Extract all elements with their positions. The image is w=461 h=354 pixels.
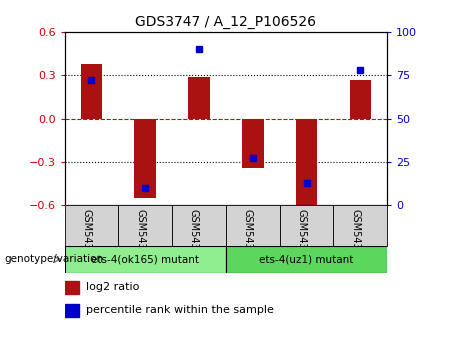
Bar (135, 119, 156, 198)
Bar (349, 80, 371, 119)
Bar (65, 205, 118, 246)
Text: GSM543593: GSM543593 (296, 209, 307, 268)
Bar (188, 77, 210, 119)
Bar (226, 246, 387, 273)
Text: GSM543590: GSM543590 (82, 209, 91, 268)
Bar (296, 119, 317, 208)
Bar (333, 205, 387, 246)
Bar (242, 119, 264, 168)
Bar (172, 205, 226, 246)
Text: GSM543592: GSM543592 (135, 209, 145, 268)
Bar (280, 205, 333, 246)
Text: percentile rank within the sample: percentile rank within the sample (86, 305, 273, 315)
Bar (118, 205, 172, 246)
Title: GDS3747 / A_12_P106526: GDS3747 / A_12_P106526 (136, 16, 316, 29)
Text: GSM543591: GSM543591 (243, 209, 253, 268)
Text: ets-4(ok165) mutant: ets-4(ok165) mutant (91, 254, 199, 264)
Text: genotype/variation: genotype/variation (5, 254, 104, 264)
Bar (65, 246, 226, 273)
Text: GSM543595: GSM543595 (350, 209, 361, 268)
Bar (81, 64, 102, 119)
Text: ets-4(uz1) mutant: ets-4(uz1) mutant (260, 254, 354, 264)
Text: GSM543594: GSM543594 (189, 209, 199, 268)
Bar (65, 304, 79, 316)
Bar (65, 281, 79, 293)
Bar (226, 205, 280, 246)
Text: log2 ratio: log2 ratio (86, 282, 139, 292)
